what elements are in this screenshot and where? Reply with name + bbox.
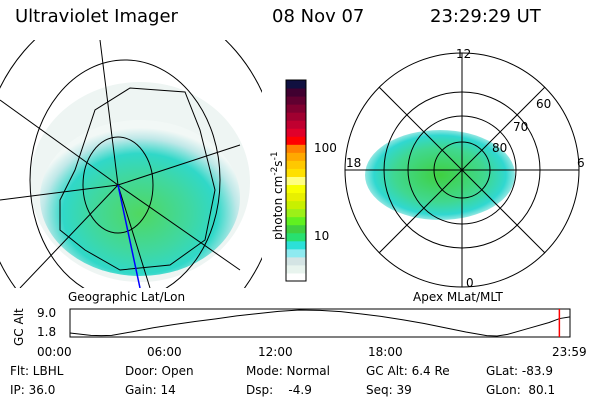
polar-grid (344, 52, 580, 288)
colorbar-swatch (286, 224, 306, 234)
colorbar-swatch (286, 192, 306, 202)
xtick: 00:00 (37, 345, 72, 359)
colorbar-swatch (286, 264, 306, 274)
ytick-1.8: 1.8 (37, 325, 57, 339)
colorbar-label: photon cm-2s-1 (270, 151, 285, 240)
xtick: 06:00 (147, 345, 182, 359)
mlat-70: 70 (513, 120, 529, 134)
colorbar-swatch (286, 184, 306, 194)
colorbar-swatch (286, 152, 306, 161)
date: 08 Nov 07 (272, 6, 365, 27)
mlt-18: 18 (346, 156, 362, 170)
colorbar-swatch (286, 216, 306, 226)
mlat-80: 80 (492, 141, 508, 155)
polar-plot (344, 52, 580, 288)
altitude-plot (69, 308, 571, 338)
colorbar-swatch (286, 248, 306, 258)
colorbar-swatch (286, 232, 306, 242)
glon: GLon: 80.1 (486, 383, 556, 397)
gc-alt: GC Alt: 6.4 Re (366, 364, 450, 378)
mlt-6: 6 (577, 156, 585, 170)
colorbar-swatch (286, 88, 306, 97)
xtick: 12:00 (258, 345, 293, 359)
gain: Gain: 14 (125, 383, 176, 397)
colorbar (285, 79, 307, 282)
right-panel-label: Apex MLat/MLT (413, 290, 503, 304)
gc-alt-curve (69, 309, 571, 337)
colorbar-swatch (286, 144, 306, 153)
mlt-0: 0 (466, 276, 474, 290)
dsp: Dsp: -4.9 (246, 383, 312, 397)
alt-ylabel: GC Alt (12, 308, 26, 346)
mlt-12: 12 (456, 47, 472, 61)
colorbar-swatch (286, 160, 306, 169)
colorbar-swatch (286, 176, 306, 186)
left-panel-label: Geographic Lat/Lon (68, 290, 186, 304)
ip: IP: 36.0 (10, 383, 56, 397)
filter: Flt: LBHL (10, 364, 64, 378)
colorbar-swatch (286, 128, 306, 137)
mode: Mode: Normal (246, 364, 330, 378)
colorbar-swatch (286, 136, 306, 145)
geographic-map (0, 40, 262, 288)
meridian-line (117, 184, 141, 288)
colorbar-swatch (286, 272, 306, 282)
colorbar-frame (285, 79, 307, 282)
xtick: 18:00 (368, 345, 403, 359)
colorbar-tick-100: 100 (314, 141, 337, 155)
seq: Seq: 39 (366, 383, 412, 397)
colorbar-swatch (286, 256, 306, 266)
colorbar-swatch (286, 96, 306, 105)
colorbar-swatch (286, 200, 306, 210)
colorbar-swatch (286, 80, 306, 89)
colorbar-swatch (286, 240, 306, 250)
auroral-oval (365, 130, 515, 220)
xtick: 23:59 (552, 345, 587, 359)
door: Door: Open (125, 364, 194, 378)
glat: GLat: -83.9 (486, 364, 553, 378)
colorbar-swatch (286, 112, 306, 121)
colorbar-swatch (286, 208, 306, 218)
auroral-emission (40, 120, 240, 276)
ytick-9: 9.0 (37, 306, 57, 320)
instrument-title: Ultraviolet Imager (15, 6, 178, 27)
colorbar-swatch (286, 168, 306, 177)
antarctica-coastline (59, 87, 216, 271)
mlat-60: 60 (536, 97, 552, 111)
colorbar-tick-10: 10 (314, 229, 330, 243)
colorbar-swatch (286, 120, 306, 129)
colorbar-swatch (286, 104, 306, 113)
time: 23:29:29 UT (430, 6, 541, 27)
lat-lon-grid (0, 40, 262, 288)
